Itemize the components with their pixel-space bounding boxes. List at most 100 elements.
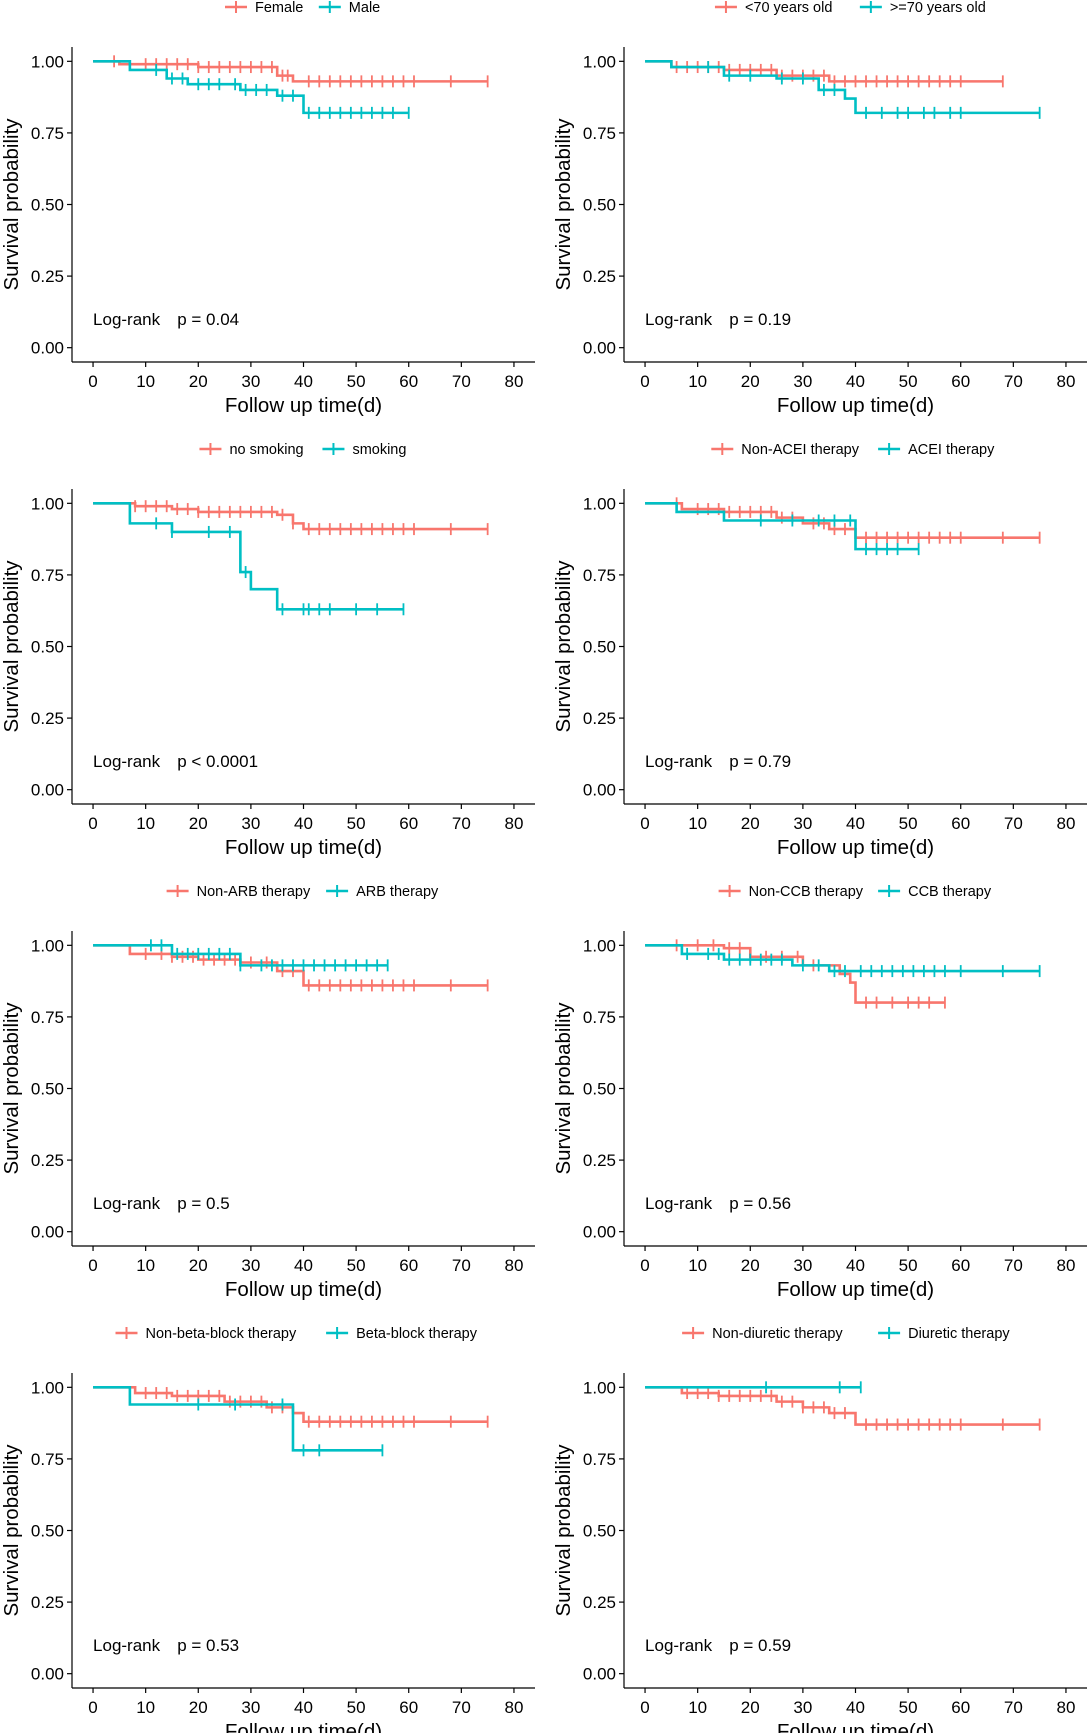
x-tick-label: 10	[688, 372, 707, 391]
y-tick-label: 0.75	[583, 124, 616, 143]
axes: 0.00 0.25 0.50 0.75 1.00 0 10 20 30 40 50 60 70 80 Fol…	[0, 489, 535, 859]
x-tick-label: 50	[899, 1256, 918, 1275]
survival-curve	[93, 1386, 488, 1423]
y-tick-label: 0.25	[583, 1593, 616, 1612]
x-tick-label: 20	[189, 1256, 208, 1275]
series-1	[645, 939, 946, 1009]
legend-item: Beta-block therapy	[326, 1326, 478, 1342]
legend-label: Diuretic therapy	[908, 1326, 1010, 1342]
legend-label: ACEI therapy	[908, 442, 995, 458]
series-1	[645, 60, 1004, 88]
y-tick-label: 1.00	[583, 52, 616, 71]
x-tick-label: 70	[1004, 372, 1023, 391]
x-tick-label: 40	[846, 372, 865, 391]
x-tick-label: 0	[88, 814, 97, 833]
x-axis-title: Follow up time(d)	[777, 1278, 934, 1301]
x-tick-label: 30	[793, 1698, 812, 1717]
x-tick-label: 80	[504, 1256, 523, 1275]
p-value: p = 0.19	[729, 310, 791, 329]
legend-item: no smoking	[199, 442, 304, 458]
x-tick-label: 0	[640, 1698, 649, 1717]
axes: 0.00 0.25 0.50 0.75 1.00 0 10 20 30 40 50 60 70 80 Fol…	[552, 1373, 1087, 1733]
x-tick-label: 20	[189, 372, 208, 391]
y-tick-label: 0.75	[31, 124, 64, 143]
x-tick-label: 80	[1056, 372, 1075, 391]
logrank-label: Log-rank	[645, 1194, 713, 1213]
y-tick-label: 0.00	[583, 781, 616, 800]
y-tick-label: 0.00	[31, 339, 64, 358]
survival-curve	[645, 1386, 1040, 1426]
survival-curve	[93, 1386, 383, 1452]
km-panel-7: Non-beta-block therapy Beta-block therapy…	[0, 1326, 535, 1733]
series-2	[645, 60, 1041, 119]
legend-label: <70 years old	[745, 0, 832, 16]
x-tick-label: 60	[399, 372, 418, 391]
legend-item: Diuretic therapy	[878, 1326, 1010, 1342]
annotation: Log-rank p = 0.04	[93, 310, 239, 329]
legend-item: Non-beta-block therapy	[115, 1326, 297, 1342]
series-1	[93, 55, 489, 88]
legend-item: ARB therapy	[326, 884, 439, 900]
series-2	[645, 944, 1041, 978]
x-tick-label: 10	[688, 1698, 707, 1717]
x-tick-label: 80	[1056, 1698, 1075, 1717]
legend-label: Non-beta-block therapy	[146, 1326, 297, 1342]
survival-curve	[645, 502, 919, 551]
x-tick-label: 60	[951, 1698, 970, 1717]
logrank-label: Log-rank	[93, 752, 161, 771]
x-tick-label: 80	[504, 372, 523, 391]
y-tick-label: 0.25	[583, 267, 616, 286]
axes: 0.00 0.25 0.50 0.75 1.00 0 10 20 30 40 50 60 70 80 Fol…	[0, 931, 535, 1301]
x-tick-label: 80	[504, 1698, 523, 1717]
y-tick-label: 0.00	[583, 339, 616, 358]
y-axis-title: Survival probability	[0, 1002, 23, 1175]
y-tick-label: 0.25	[31, 1151, 64, 1170]
x-tick-label: 50	[347, 814, 366, 833]
x-tick-label: 70	[452, 814, 471, 833]
axes: 0.00 0.25 0.50 0.75 1.00 0 10 20 30 40 50 60 70 80 Fol…	[0, 1373, 535, 1733]
axes: 0.00 0.25 0.50 0.75 1.00 0 10 20 30 40 50 60 70 80 Fol…	[552, 489, 1087, 859]
km-panel-8: Non-diuretic therapy Diuretic therapy 0.00…	[552, 1326, 1087, 1733]
survival-curve	[93, 60, 409, 115]
logrank-label: Log-rank	[645, 1636, 713, 1655]
x-tick-label: 40	[846, 1698, 865, 1717]
series-2	[645, 1381, 862, 1394]
p-value: p < 0.0001	[177, 752, 258, 771]
x-tick-label: 40	[294, 372, 313, 391]
annotation: Log-rank p < 0.0001	[93, 752, 258, 771]
x-tick-label: 30	[793, 1256, 812, 1275]
y-tick-label: 0.50	[31, 638, 64, 657]
y-axis-title: Survival probability	[552, 1002, 575, 1175]
y-tick-label: 0.75	[31, 566, 64, 585]
y-tick-label: 1.00	[31, 1378, 64, 1397]
y-tick-label: 0.00	[583, 1665, 616, 1684]
x-tick-label: 60	[399, 1256, 418, 1275]
legend-label: CCB therapy	[908, 884, 992, 900]
y-axis-title: Survival probability	[0, 560, 23, 733]
x-tick-label: 10	[688, 814, 707, 833]
legend-item: Non-ARB therapy	[166, 884, 311, 900]
survival-curve	[93, 60, 488, 83]
x-tick-label: 0	[640, 372, 649, 391]
x-tick-label: 10	[136, 814, 155, 833]
legend: no smoking smoking	[199, 442, 406, 458]
legend-label: Non-ACEI therapy	[741, 442, 859, 458]
x-tick-label: 0	[640, 814, 649, 833]
x-axis-title: Follow up time(d)	[225, 394, 382, 417]
p-value: p = 0.79	[729, 752, 791, 771]
y-tick-label: 0.50	[583, 196, 616, 215]
series-2	[93, 1386, 384, 1457]
x-tick-label: 80	[1056, 814, 1075, 833]
survival-curve	[645, 502, 1040, 539]
x-tick-label: 50	[347, 372, 366, 391]
y-tick-label: 0.50	[583, 1522, 616, 1541]
series-1	[93, 500, 489, 536]
y-tick-label: 0.00	[31, 1223, 64, 1242]
x-tick-label: 30	[241, 372, 260, 391]
logrank-label: Log-rank	[93, 310, 161, 329]
x-tick-label: 50	[347, 1256, 366, 1275]
x-axis-title: Follow up time(d)	[777, 394, 934, 417]
x-tick-label: 0	[88, 1698, 97, 1717]
x-tick-label: 80	[1056, 1256, 1075, 1275]
